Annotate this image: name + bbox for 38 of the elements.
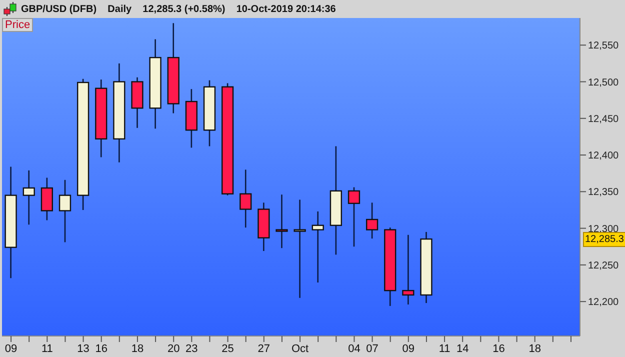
candlestick — [312, 210, 324, 284]
x-tick-label: 13 — [77, 342, 90, 355]
x-tick-label: 23 — [186, 342, 198, 355]
y-tick-label: 12,200 — [588, 297, 620, 308]
candlestick — [348, 186, 360, 248]
candlestick — [402, 234, 414, 306]
y-tick-label: 12,400 — [588, 150, 620, 162]
x-tick-label: 09 — [4, 342, 18, 355]
x-tick-label: 14 — [456, 342, 469, 355]
candlestick — [58, 179, 72, 243]
x-tick-label: Oct — [291, 342, 309, 355]
candlestick — [240, 169, 252, 228]
x-tick-label: 04 — [348, 342, 360, 355]
candlestick — [40, 177, 53, 221]
x-tick-label: 09 — [402, 342, 415, 355]
x-tick-label: 18 — [528, 342, 541, 355]
annotation: Price — [2, 18, 34, 32]
x-tick-label: 27 — [258, 342, 270, 355]
y-tick-label: 12,250 — [588, 260, 620, 272]
x-tick-label: 25 — [222, 342, 234, 355]
x-tick-label: 16 — [492, 342, 505, 355]
y-tick-label: 12,550 — [588, 40, 620, 52]
candlestick — [294, 199, 306, 299]
y-tick-label: 12,350 — [588, 187, 620, 198]
x-tick-label: 07 — [366, 342, 378, 355]
x-tick-label: 16 — [95, 342, 108, 355]
x-tick-label: 11 — [438, 342, 450, 355]
annotation: 12,285.3 — [583, 232, 625, 248]
x-tick-label: 11 — [41, 342, 53, 355]
y-tick-label: 12,300 — [588, 224, 620, 235]
candlestick — [22, 170, 35, 226]
chart-title: GBP/USD (DFB) Daily 12,285.3 (+0.58%) 10-Oct-2019 20:14:36 — [21, 4, 336, 14]
y-tick-label: 12,500 — [588, 77, 620, 88]
x-tick-label: 20 — [167, 342, 180, 355]
candlestick — [366, 202, 378, 240]
candlestick — [276, 194, 288, 249]
x-tick-label: 18 — [131, 342, 144, 355]
y-tick-label: 12,450 — [588, 114, 620, 125]
